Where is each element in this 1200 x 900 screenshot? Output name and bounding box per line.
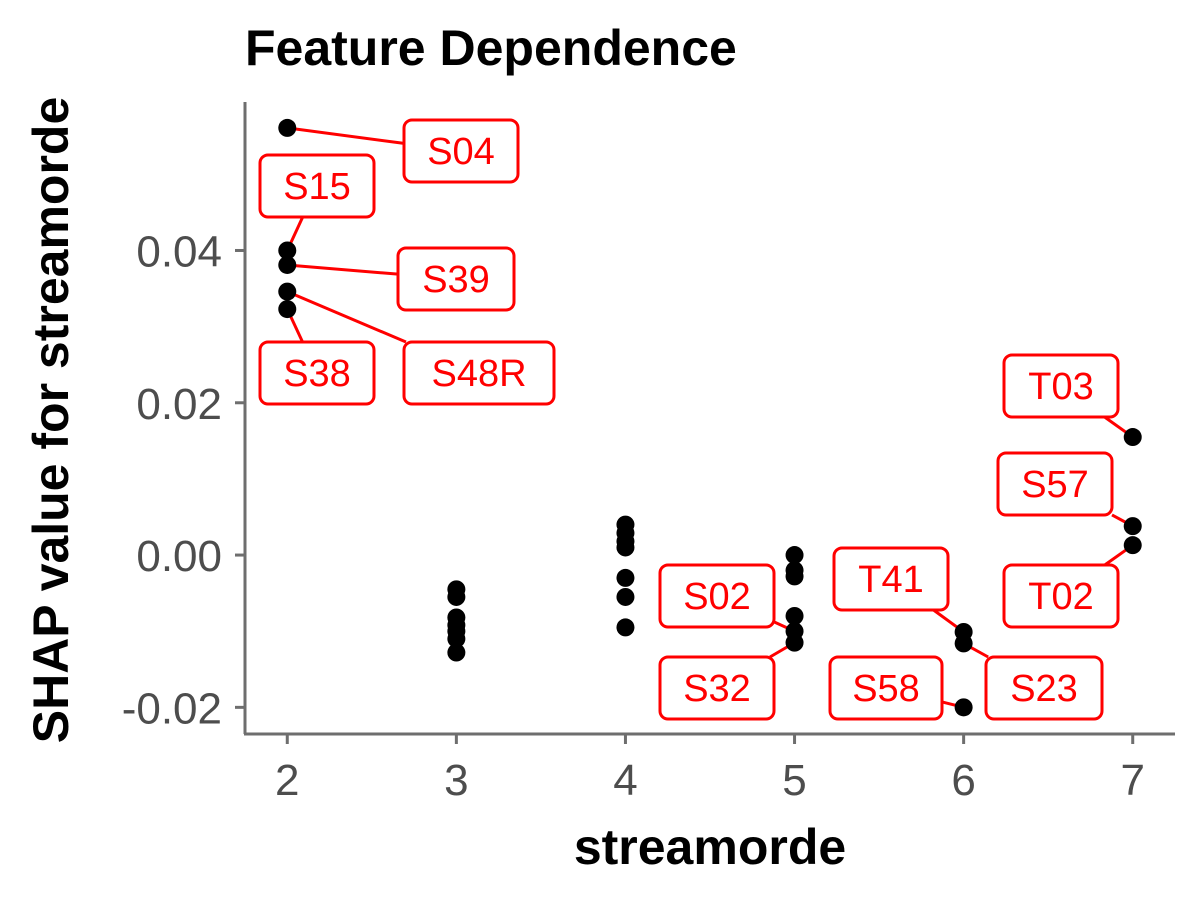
data-point <box>616 618 635 637</box>
label-leader-line <box>287 126 405 145</box>
label-text: S58 <box>852 668 920 710</box>
data-point <box>447 643 466 662</box>
point-label-t41: T41 <box>832 546 950 612</box>
data-point <box>785 567 804 586</box>
data-point <box>278 282 297 301</box>
x-tick-label: 5 <box>782 756 806 805</box>
label-text: S04 <box>427 131 495 173</box>
label-box <box>258 340 376 406</box>
label-box <box>258 153 376 219</box>
label-box <box>658 655 776 721</box>
data-point <box>278 118 297 137</box>
point-label-s57: S57 <box>996 451 1114 517</box>
y-tick-label: -0.02 <box>122 684 222 733</box>
x-tick-label: 4 <box>613 756 637 805</box>
label-text: S57 <box>1021 464 1089 506</box>
y-axis-ticks: -0.02 0.00 0.02 0.04 <box>122 227 245 733</box>
y-tick-label: 0.02 <box>136 380 222 429</box>
data-point <box>616 568 635 587</box>
label-box <box>396 246 516 312</box>
label-text: S48R <box>431 353 526 395</box>
data-point <box>447 587 466 606</box>
point-labels: S04 S15 S39 S38 S48R S02 S32 T41 S58 S23 T03 S57 T02 <box>258 118 1120 721</box>
data-point <box>954 634 973 653</box>
data-points <box>278 118 1142 717</box>
label-text: S38 <box>283 353 351 395</box>
label-text: S02 <box>683 576 751 618</box>
data-point <box>785 606 804 625</box>
x-tick-label: 3 <box>444 756 468 805</box>
data-point <box>447 629 466 648</box>
x-tick-label: 2 <box>275 756 299 805</box>
data-point <box>1123 428 1142 447</box>
label-box <box>402 118 520 184</box>
label-box <box>832 546 950 612</box>
label-text: S23 <box>1010 668 1078 710</box>
label-text: T03 <box>1028 366 1093 408</box>
data-point <box>278 300 297 319</box>
label-box <box>984 655 1104 721</box>
point-label-s32: S32 <box>658 655 776 721</box>
point-label-t03: T03 <box>1002 353 1120 419</box>
point-label-s02: S02 <box>658 563 776 629</box>
label-text: S39 <box>422 259 490 301</box>
label-text: T02 <box>1028 576 1093 618</box>
data-point <box>954 698 973 717</box>
data-point <box>1123 517 1142 536</box>
label-text: T41 <box>858 559 923 601</box>
data-point <box>785 633 804 652</box>
point-label-s15: S15 <box>258 153 376 219</box>
x-tick-label: 7 <box>1120 756 1144 805</box>
point-label-s58: S58 <box>828 655 944 721</box>
label-box <box>828 655 944 721</box>
point-label-s23: S23 <box>984 655 1104 721</box>
x-tick-label: 6 <box>951 756 975 805</box>
point-label-s39: S39 <box>396 246 516 312</box>
label-text: S15 <box>283 166 351 208</box>
point-label-s38: S38 <box>258 340 376 406</box>
data-point <box>278 241 297 260</box>
point-label-s04: S04 <box>402 118 520 184</box>
point-label-t02: T02 <box>1002 563 1120 629</box>
label-leader-line <box>287 263 399 276</box>
label-box <box>996 451 1114 517</box>
label-leader-line <box>286 290 407 344</box>
x-axis-title: streamorde <box>574 819 846 875</box>
y-tick-label: 0.04 <box>136 227 222 276</box>
data-point <box>278 255 297 274</box>
point-label-s48r: S48R <box>402 340 556 406</box>
y-axis-title: SHAP value for streamorde <box>23 97 79 744</box>
data-point <box>616 538 635 557</box>
x-axis-ticks: 2 3 4 5 6 7 <box>275 734 1145 805</box>
data-point <box>1123 536 1142 555</box>
label-box <box>1002 563 1120 629</box>
label-text: S32 <box>683 668 751 710</box>
label-box <box>1002 353 1120 419</box>
data-point <box>616 587 635 606</box>
label-box <box>402 340 556 406</box>
y-tick-label: 0.00 <box>136 532 222 581</box>
data-point <box>785 546 804 565</box>
chart-title: Feature Dependence <box>245 20 737 76</box>
label-box <box>658 563 776 629</box>
